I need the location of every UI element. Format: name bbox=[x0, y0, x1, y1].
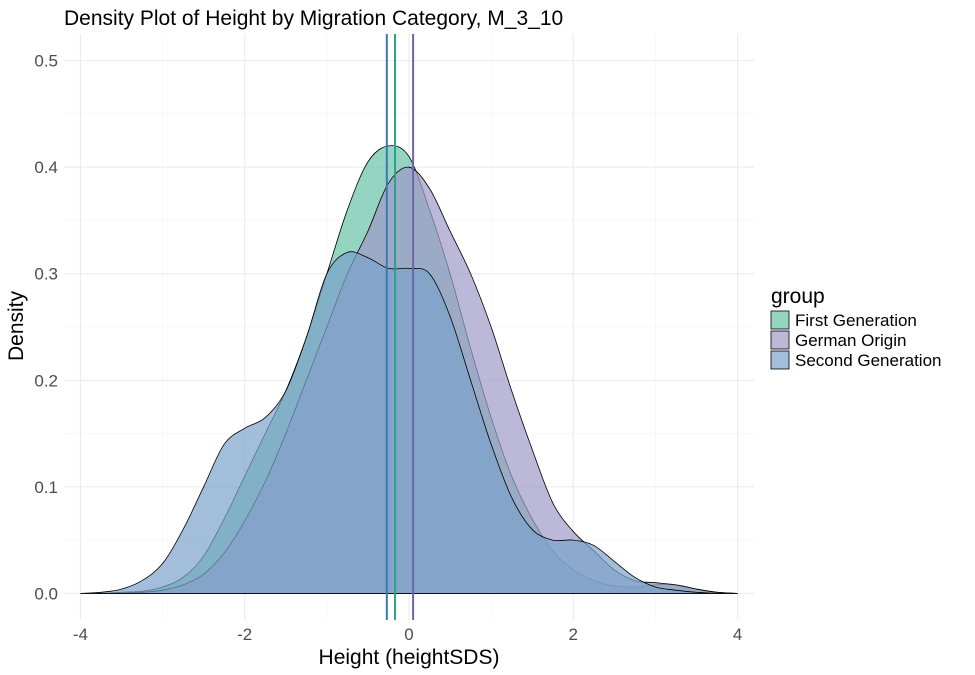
y-tick-label: 0.0 bbox=[34, 584, 58, 603]
x-axis-ticks: -4 -2 0 2 4 bbox=[73, 625, 742, 644]
x-tick-label: 2 bbox=[569, 625, 578, 644]
y-tick-label: 0.5 bbox=[34, 52, 58, 71]
y-tick-label: 0.3 bbox=[34, 265, 58, 284]
x-tick-label: -2 bbox=[237, 625, 252, 644]
legend-label: German Origin bbox=[795, 331, 906, 350]
legend-label: First Generation bbox=[795, 311, 917, 330]
x-tick-label: -4 bbox=[73, 625, 88, 644]
y-axis-ticks: 0.0 0.1 0.2 0.3 0.4 0.5 bbox=[34, 52, 58, 604]
y-tick-label: 0.4 bbox=[34, 158, 58, 177]
legend-title: group bbox=[771, 285, 825, 308]
chart-title: Density Plot of Height by Migration Cate… bbox=[64, 7, 563, 30]
x-axis-title: Height (heightSDS) bbox=[319, 646, 500, 669]
x-tick-label: 4 bbox=[733, 625, 742, 644]
legend-key-second-generation bbox=[770, 350, 790, 370]
density-area-second-generation bbox=[80, 251, 738, 594]
y-axis-title: Density bbox=[5, 290, 28, 361]
density-areas bbox=[80, 145, 738, 594]
y-tick-label: 0.1 bbox=[34, 478, 58, 497]
x-tick-label: 0 bbox=[404, 625, 413, 644]
y-tick-label: 0.2 bbox=[34, 371, 58, 390]
legend-key-first-generation bbox=[770, 310, 790, 330]
legend-label: Second Generation bbox=[795, 351, 942, 370]
mean-lines bbox=[385, 34, 415, 620]
legend-key-german-origin bbox=[770, 330, 790, 350]
